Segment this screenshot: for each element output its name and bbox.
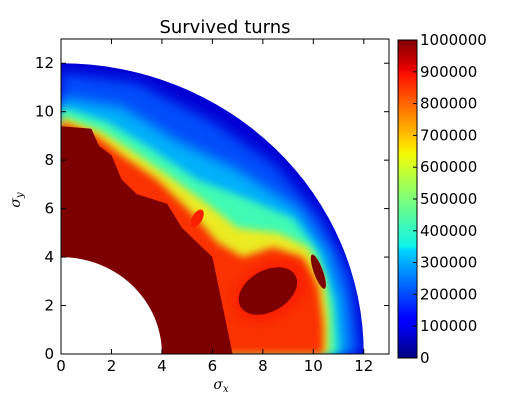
y-tick-label: 10	[35, 103, 54, 121]
colorbar-gradient	[398, 40, 417, 358]
y-tick-label: 4	[44, 248, 54, 266]
colorbar-tick-label: 0	[420, 349, 430, 367]
colorbar-tick-label: 900000	[420, 63, 477, 81]
colorbar-tick-label: 100000	[420, 317, 477, 335]
colorbar-tick-label: 1000000	[420, 31, 487, 49]
heat-lobe-core	[238, 267, 298, 315]
heat-streak	[310, 254, 326, 289]
colorbar-tick-label: 400000	[420, 222, 477, 240]
x-tick-label: 2	[107, 357, 117, 375]
colorbar-tick-label: 800000	[420, 95, 477, 113]
colorbar-tick-label: 200000	[420, 285, 477, 303]
y-tick-label: 0	[44, 345, 54, 363]
x-axis-label: σx	[213, 377, 229, 395]
x-tick-label: 8	[258, 357, 268, 375]
x-tick-label: 10	[304, 357, 323, 375]
heatmap-layer	[61, 63, 364, 354]
y-axis: 0 2 4 6 8 10 12	[35, 54, 389, 363]
y-tick-label: 8	[44, 151, 54, 169]
colorbar-tick-label: 500000	[420, 190, 477, 208]
x-tick-label: 4	[157, 357, 167, 375]
chart-title: Survived turns	[159, 17, 290, 38]
heat-dot	[190, 209, 204, 228]
y-axis-label: σy	[8, 192, 26, 208]
x-tick-label: 6	[208, 357, 218, 375]
colorbar: 0 100000 200000 300000 400000 500000 600000 700…	[397, 31, 487, 367]
colorbar-tick-label: 700000	[420, 126, 477, 144]
y-tick-label: 6	[44, 200, 54, 218]
colorbar-tick-label: 300000	[420, 254, 477, 272]
colorbar-tick-label: 600000	[420, 158, 477, 176]
y-tick-label: 12	[35, 54, 54, 72]
y-tick-label: 2	[44, 297, 54, 315]
x-tick-label: 12	[354, 357, 373, 375]
x-axis: 0 2 4 6 8 10 12	[56, 39, 373, 375]
plot-frame	[60, 38, 390, 355]
x-tick-label: 0	[56, 357, 66, 375]
